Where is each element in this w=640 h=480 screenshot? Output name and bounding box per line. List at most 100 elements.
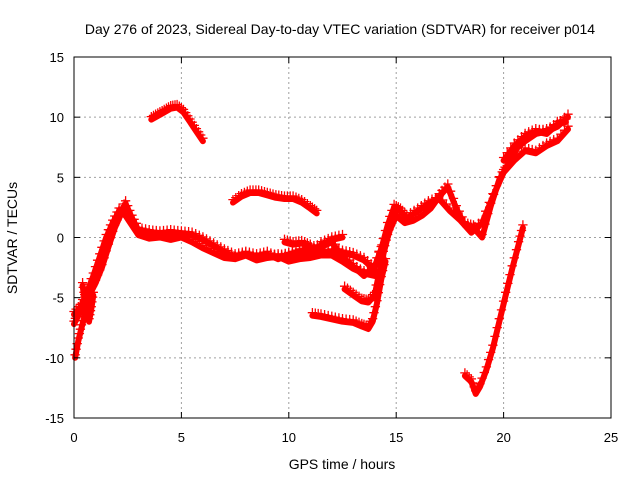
data-point xyxy=(488,189,499,200)
data-point xyxy=(498,152,509,163)
data-point xyxy=(559,125,570,135)
data-point xyxy=(337,229,348,240)
series-midday-arc xyxy=(228,185,322,217)
data-point xyxy=(561,114,571,124)
data-point xyxy=(330,231,340,241)
series-band xyxy=(281,239,314,251)
data-point xyxy=(173,230,183,240)
data-point xyxy=(78,282,88,293)
data-point xyxy=(513,237,524,247)
data-point xyxy=(255,251,265,262)
data-point xyxy=(316,237,326,247)
data-point xyxy=(77,277,88,288)
x-tick-label: 10 xyxy=(282,430,296,445)
data-point xyxy=(563,109,573,119)
data-point xyxy=(155,229,165,240)
data-point xyxy=(468,378,478,388)
data-point xyxy=(388,210,398,221)
data-point xyxy=(79,287,89,297)
data-point xyxy=(345,247,355,257)
x-tick-label: 5 xyxy=(178,430,185,445)
data-point xyxy=(479,367,489,378)
data-point xyxy=(541,138,552,148)
data-point xyxy=(423,196,434,206)
data-point xyxy=(80,292,90,302)
data-point xyxy=(291,245,301,255)
data-point xyxy=(90,261,101,272)
series-band xyxy=(461,224,526,397)
data-point xyxy=(378,246,388,256)
data-point xyxy=(205,243,215,254)
data-point xyxy=(194,230,204,240)
data-point xyxy=(381,235,391,245)
x-tick-label: 20 xyxy=(496,430,510,445)
data-point xyxy=(198,232,208,242)
x-axis-label: GPS time / hours xyxy=(289,456,396,472)
tick-labels: 0 5 10 15 20 25 -15 -10 -5 0 5 10 15 xyxy=(45,50,618,445)
data-point xyxy=(492,322,502,333)
data-point xyxy=(377,253,387,263)
data-point xyxy=(216,248,226,259)
data-point xyxy=(391,202,401,212)
data-point xyxy=(509,253,519,263)
data-point xyxy=(276,249,287,259)
data-point xyxy=(212,247,222,257)
data-point xyxy=(323,233,333,244)
data-point xyxy=(87,292,98,302)
data-point xyxy=(384,225,394,235)
data-point xyxy=(198,240,208,250)
data-point xyxy=(312,205,322,216)
data-point xyxy=(330,312,340,322)
data-point xyxy=(87,297,97,307)
data-point xyxy=(390,206,400,216)
data-point xyxy=(527,144,537,155)
data-point xyxy=(511,245,522,255)
data-point xyxy=(385,220,396,230)
data-point xyxy=(334,244,344,254)
data-point xyxy=(448,193,459,204)
data-point xyxy=(475,379,485,389)
data-point xyxy=(477,229,487,240)
data-point xyxy=(520,128,530,139)
data-point xyxy=(73,333,83,343)
y-tick-label: 5 xyxy=(57,170,64,185)
data-point xyxy=(103,225,114,235)
data-point xyxy=(380,253,391,264)
data-point xyxy=(457,212,467,222)
data-point xyxy=(140,229,151,240)
data-point xyxy=(549,135,559,145)
data-point xyxy=(494,172,504,182)
data-point xyxy=(376,271,386,282)
data-point xyxy=(101,229,111,240)
data-point xyxy=(319,235,330,245)
data-point xyxy=(524,127,534,137)
data-point xyxy=(520,143,530,153)
data-point xyxy=(355,251,366,261)
data-point xyxy=(527,125,537,135)
data-point xyxy=(369,308,379,318)
x-tick-label: 0 xyxy=(70,430,77,445)
data-point xyxy=(491,180,502,191)
data-point xyxy=(494,314,504,324)
data-point xyxy=(88,268,98,278)
data-point xyxy=(500,162,510,172)
data-point xyxy=(169,231,179,241)
data-point xyxy=(323,310,333,321)
data-point xyxy=(377,265,388,276)
data-point xyxy=(496,305,507,315)
data-point xyxy=(498,296,509,306)
data-point xyxy=(518,220,528,230)
data-point xyxy=(483,354,494,365)
data-point xyxy=(86,302,96,312)
data-point xyxy=(486,347,496,358)
data-point xyxy=(373,288,383,298)
data-point xyxy=(481,362,492,372)
data-point xyxy=(133,227,144,237)
data-point xyxy=(77,316,88,326)
data-point xyxy=(382,229,393,240)
axis-ticks xyxy=(73,56,612,419)
data-point xyxy=(387,215,397,225)
data-point xyxy=(443,179,453,189)
data-point xyxy=(497,167,507,177)
data-point xyxy=(84,314,94,324)
